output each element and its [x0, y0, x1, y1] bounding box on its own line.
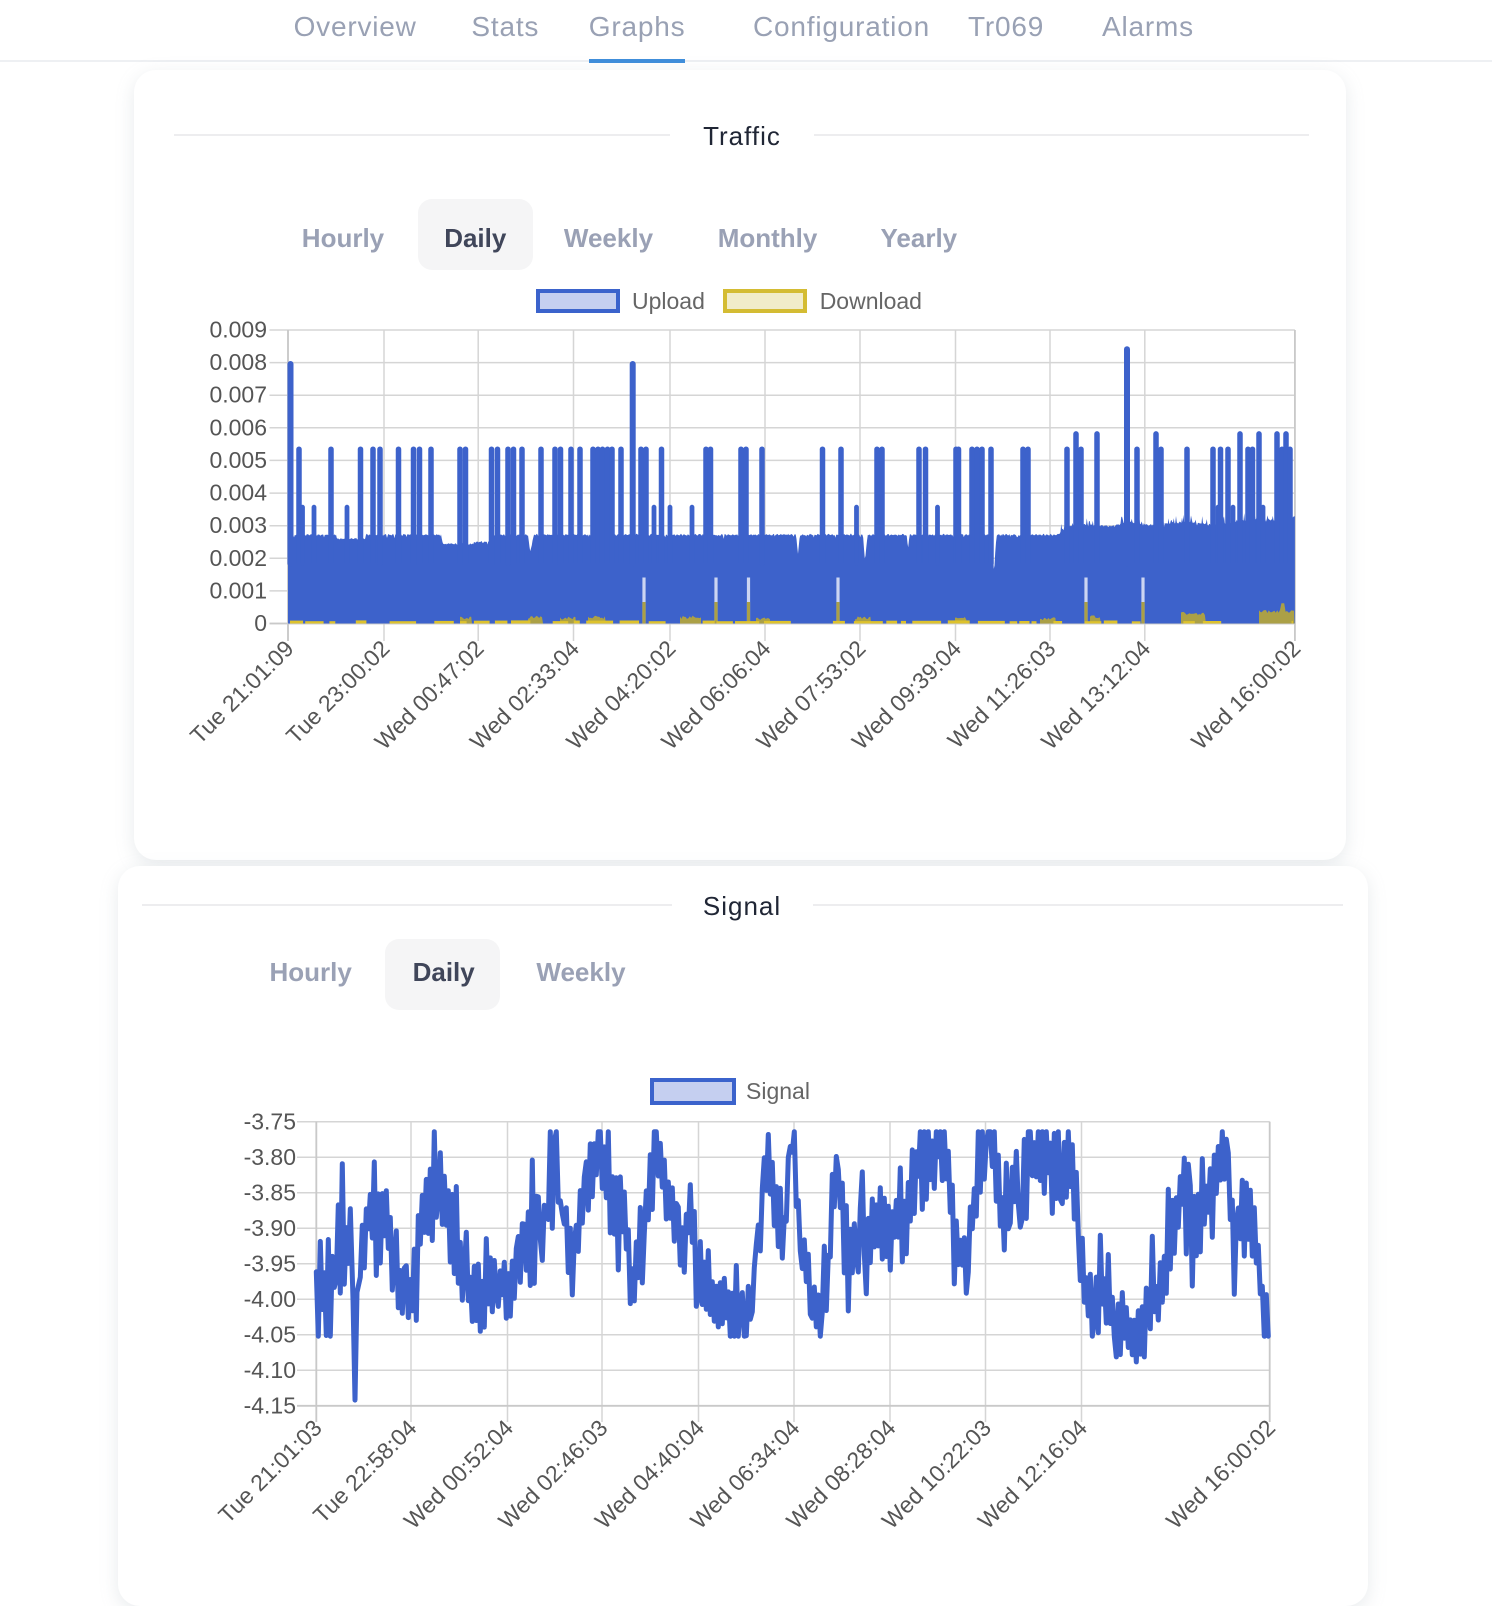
svg-text:-4.00: -4.00	[244, 1286, 296, 1312]
svg-text:0.001: 0.001	[209, 577, 267, 603]
svg-text:0.009: 0.009	[209, 317, 267, 343]
svg-text:-3.85: -3.85	[244, 1179, 296, 1205]
svg-text:-4.15: -4.15	[244, 1392, 296, 1418]
svg-text:-3.95: -3.95	[244, 1250, 296, 1276]
svg-text:-4.05: -4.05	[244, 1321, 296, 1347]
svg-text:0.004: 0.004	[209, 480, 267, 506]
svg-text:-4.10: -4.10	[244, 1357, 296, 1383]
svg-text:0: 0	[254, 610, 267, 636]
svg-text:0.003: 0.003	[209, 512, 267, 538]
svg-text:-3.80: -3.80	[244, 1144, 296, 1170]
svg-text:0.008: 0.008	[209, 349, 267, 375]
svg-text:Wed 16:00:02: Wed 16:00:02	[1161, 1414, 1280, 1533]
svg-text:0.005: 0.005	[209, 447, 267, 473]
svg-text:-3.75: -3.75	[244, 1108, 296, 1134]
svg-text:0.002: 0.002	[209, 545, 267, 571]
svg-text:-3.90: -3.90	[244, 1215, 296, 1241]
svg-text:Wed 16:00:02: Wed 16:00:02	[1186, 635, 1305, 754]
svg-text:0.006: 0.006	[209, 414, 267, 440]
svg-text:0.007: 0.007	[209, 382, 267, 408]
